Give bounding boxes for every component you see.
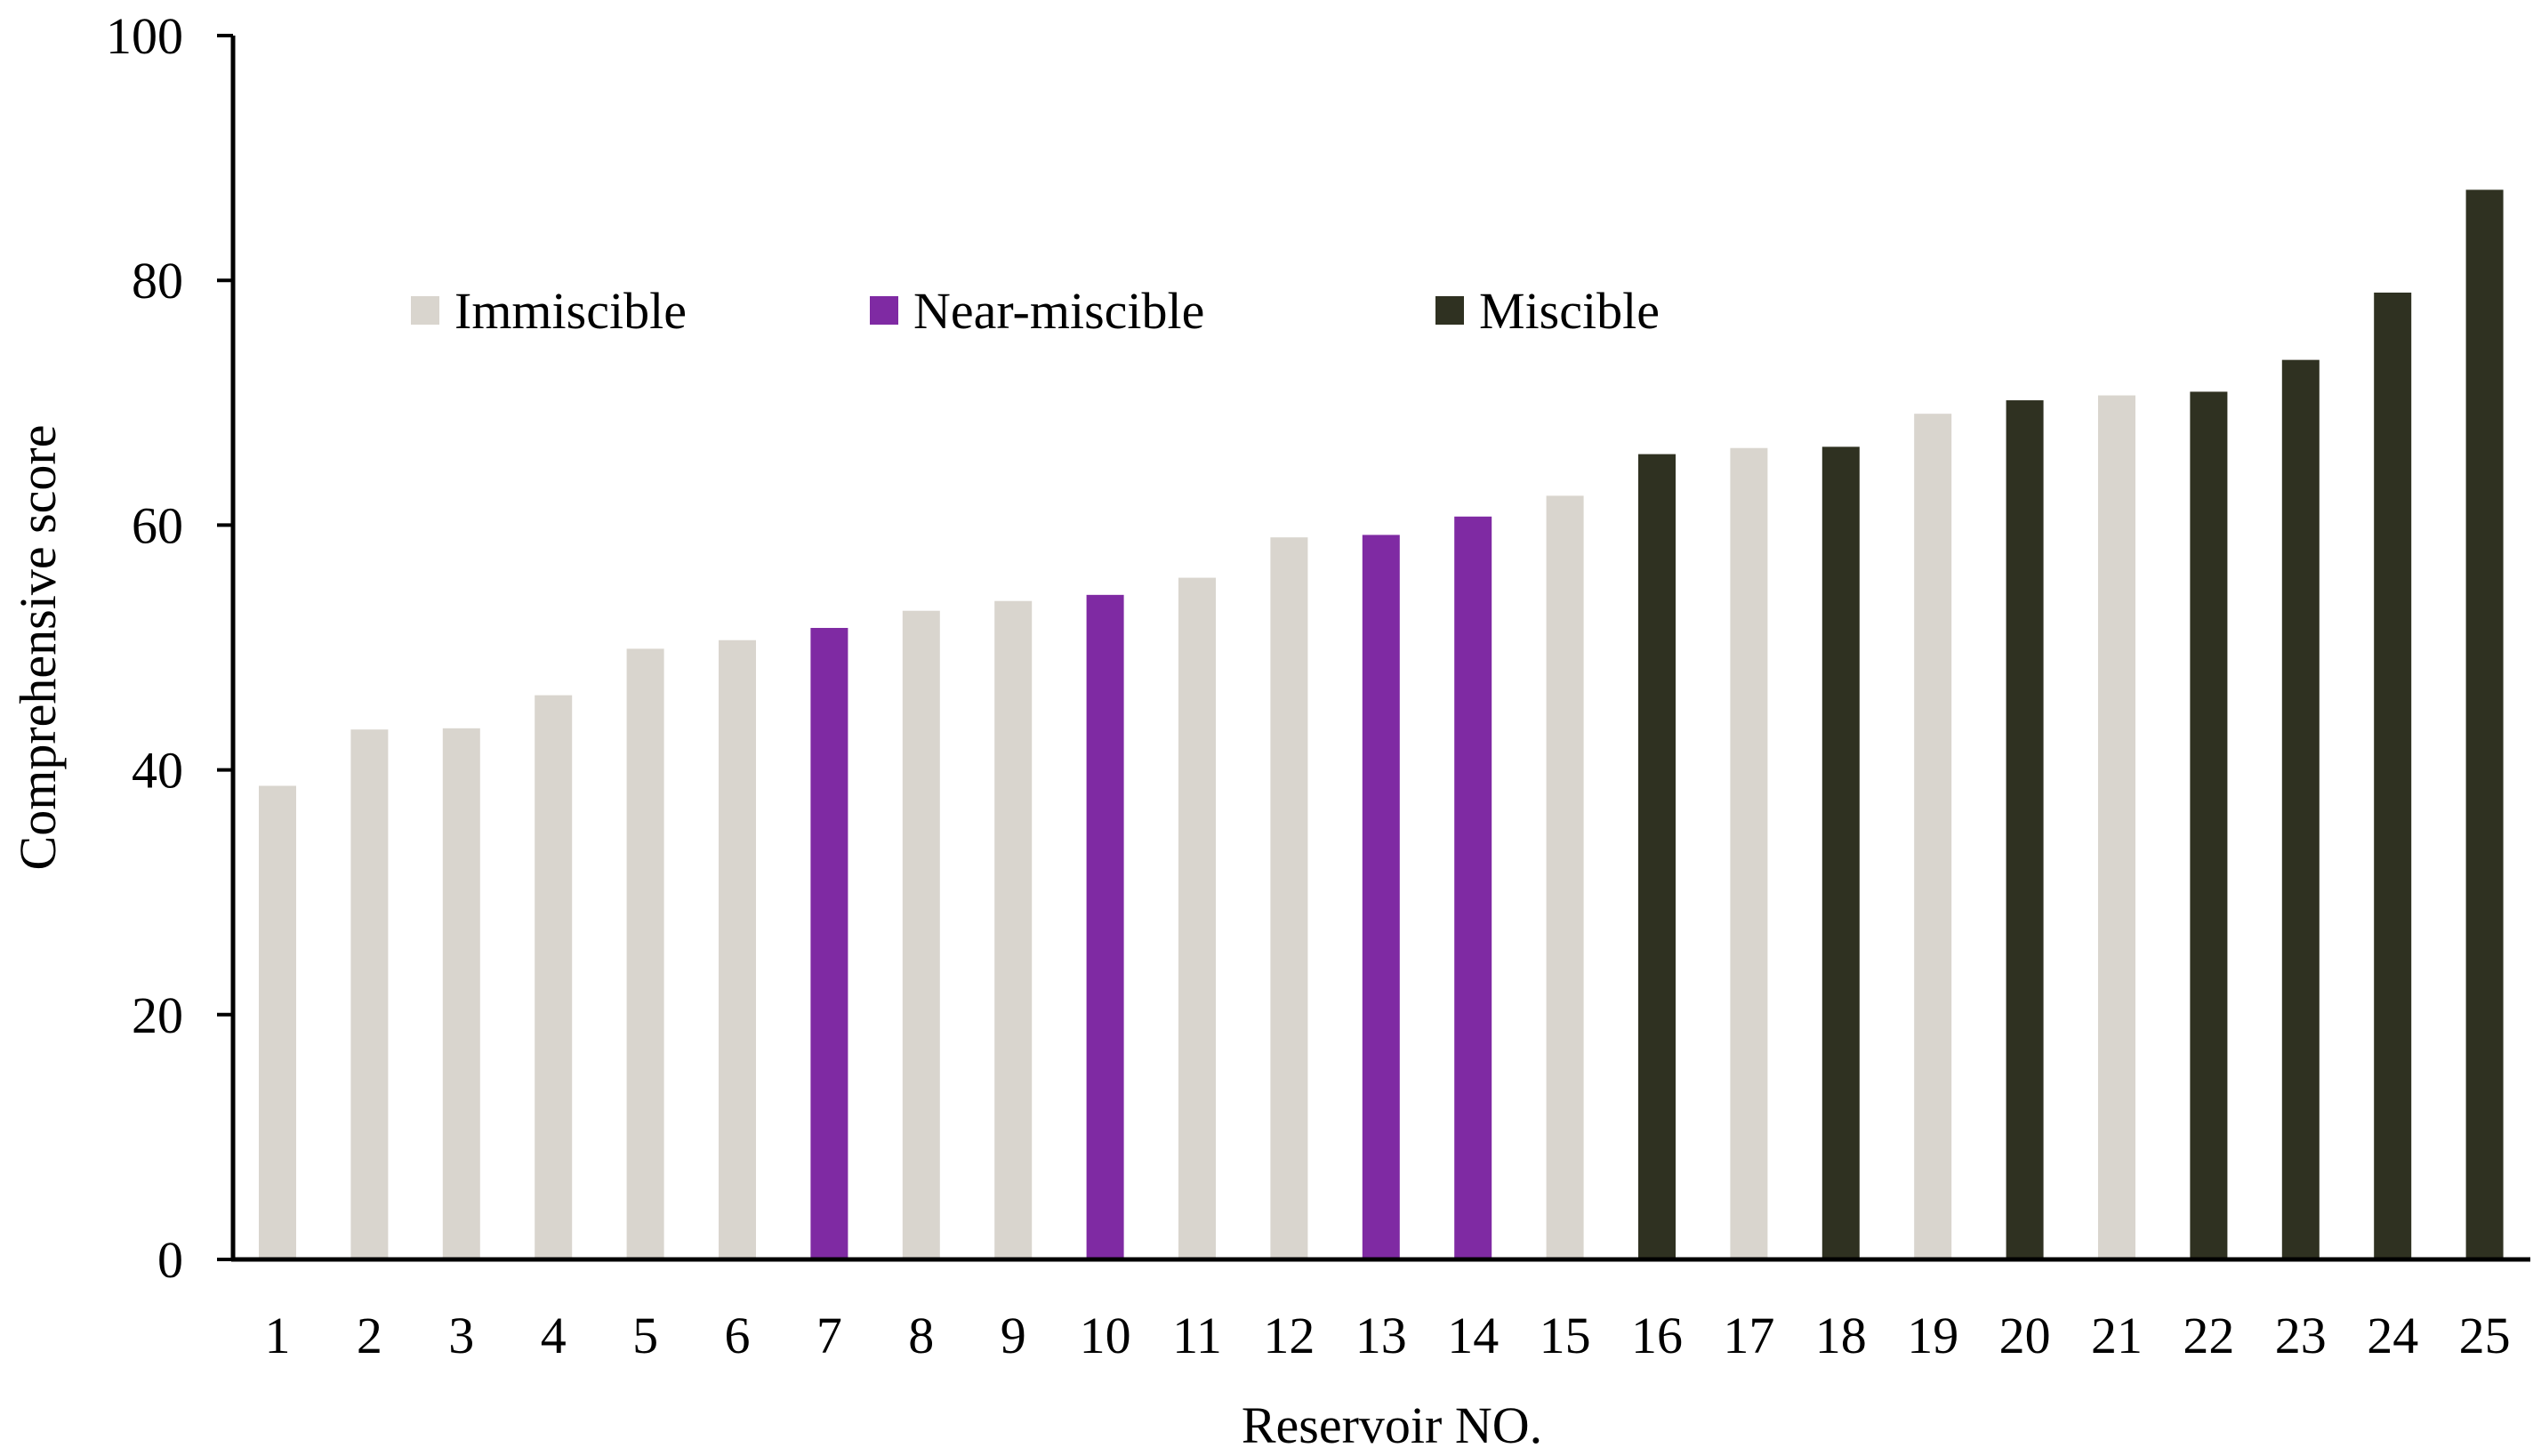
bar-reservoir-1 <box>259 785 296 1259</box>
x-tick-label: 22 <box>2183 1307 2234 1364</box>
y-axis-title: Comprehensive score <box>9 425 67 871</box>
y-tick-label: 80 <box>132 252 183 310</box>
x-tick-label: 4 <box>541 1307 567 1364</box>
bar-reservoir-21 <box>2098 395 2135 1259</box>
bar-reservoir-9 <box>994 600 1033 1259</box>
x-tick-label: 23 <box>2275 1307 2327 1364</box>
x-tick-label: 10 <box>1080 1307 1131 1364</box>
y-tick-label: 40 <box>132 742 183 800</box>
bar-reservoir-15 <box>1546 495 1584 1259</box>
x-tick-label: 14 <box>1447 1307 1499 1364</box>
bar-reservoir-14 <box>1454 516 1492 1259</box>
bars-group <box>259 189 2504 1260</box>
x-tick-label: 9 <box>1001 1307 1026 1364</box>
bar-reservoir-25 <box>2465 189 2504 1260</box>
legend-label-immiscible: Immiscible <box>454 282 687 340</box>
x-tick-label: 16 <box>1631 1307 1683 1364</box>
y-tick-label: 0 <box>157 1231 183 1289</box>
x-tick-label: 20 <box>1999 1307 2051 1364</box>
x-tick-label: 13 <box>1355 1307 1407 1364</box>
bar-reservoir-17 <box>1730 447 1768 1259</box>
y-tick-label: 20 <box>132 986 183 1044</box>
bar-reservoir-22 <box>2190 391 2228 1259</box>
bar-reservoir-19 <box>1914 414 1952 1260</box>
x-tick-label: 2 <box>357 1307 382 1364</box>
bar-reservoir-7 <box>810 627 848 1259</box>
bar-reservoir-11 <box>1178 577 1216 1259</box>
x-tick-label: 1 <box>265 1307 291 1364</box>
y-tick-label: 60 <box>132 496 183 554</box>
x-tick-label: 5 <box>632 1307 658 1364</box>
legend-swatch-immiscible <box>411 296 439 325</box>
bar-reservoir-8 <box>902 610 940 1259</box>
bar-reservoir-18 <box>1821 446 1860 1259</box>
x-ticks-group: 1 2 3 4 5 6 7 8 9 10 11 12 13 14 15 16 17 18 19 20 21 22 23 24 2… <box>265 1307 2511 1364</box>
legend: Immiscible Near-miscible Miscible <box>411 282 1660 340</box>
x-tick-label: 7 <box>816 1307 842 1364</box>
legend-swatch-near-miscible <box>870 296 898 325</box>
bar-reservoir-4 <box>535 695 573 1259</box>
legend-label-miscible: Miscible <box>1479 282 1660 340</box>
x-tick-label: 21 <box>2091 1307 2143 1364</box>
axes-group <box>230 36 2530 1262</box>
x-tick-label: 17 <box>1723 1307 1774 1364</box>
x-axis-title: Reservoir NO. <box>1242 1396 1542 1454</box>
bar-reservoir-12 <box>1270 537 1308 1259</box>
y-tick-label: 100 <box>106 7 183 65</box>
y-ticks-group: 0 20 40 60 80 100 <box>106 7 233 1289</box>
x-tick-label: 6 <box>725 1307 751 1364</box>
x-tick-label: 25 <box>2459 1307 2511 1364</box>
legend-swatch-miscible <box>1435 296 1464 325</box>
legend-label-near-miscible: Near-miscible <box>913 282 1204 340</box>
bar-reservoir-5 <box>626 648 664 1259</box>
x-tick-label: 8 <box>908 1307 934 1364</box>
bar-reservoir-23 <box>2281 359 2320 1259</box>
x-tick-label: 12 <box>1263 1307 1315 1364</box>
x-tick-label: 18 <box>1815 1307 1867 1364</box>
x-tick-label: 3 <box>448 1307 474 1364</box>
bar-reservoir-24 <box>2374 292 2412 1260</box>
x-tick-label: 11 <box>1172 1307 1222 1364</box>
bar-reservoir-16 <box>1638 454 1676 1259</box>
bar-reservoir-2 <box>350 729 389 1259</box>
bar-reservoir-6 <box>719 640 756 1259</box>
bar-reservoir-20 <box>2006 400 2044 1260</box>
x-tick-label: 24 <box>2367 1307 2418 1364</box>
x-tick-label: 19 <box>1907 1307 1958 1364</box>
x-tick-label: 15 <box>1540 1307 1591 1364</box>
bar-reservoir-13 <box>1362 535 1400 1259</box>
bar-reservoir-3 <box>442 728 480 1259</box>
bar-reservoir-10 <box>1086 594 1124 1259</box>
